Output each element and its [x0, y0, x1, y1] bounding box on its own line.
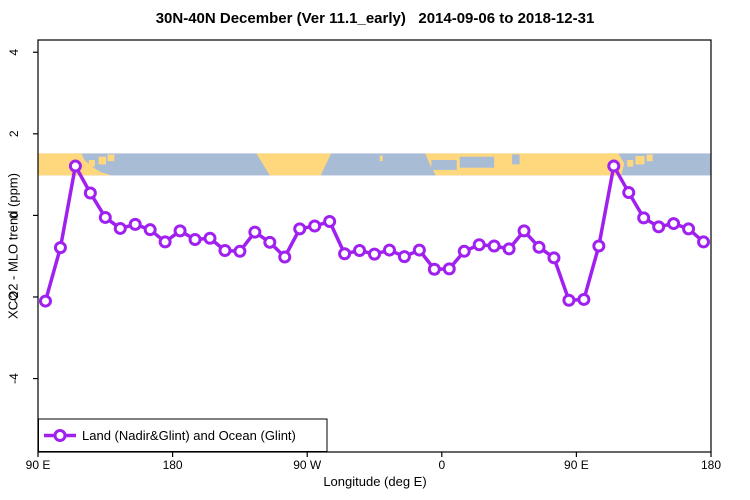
- data-point: [278, 250, 292, 264]
- data-point: [682, 222, 696, 236]
- y-axis-label: XCO2 - MLO trend (ppm): [5, 173, 21, 319]
- data-point: [323, 215, 337, 229]
- data-point: [158, 235, 172, 249]
- data-point: [622, 186, 636, 200]
- x-tick-label: 180: [701, 458, 721, 472]
- data-point: [457, 244, 471, 258]
- data-point: [353, 243, 367, 257]
- data-point: [308, 219, 322, 233]
- map-island: [379, 155, 383, 162]
- legend-label: Land (Nadir&Glint) and Ocean (Glint): [82, 428, 296, 443]
- map-island: [88, 160, 95, 167]
- map-island: [646, 154, 653, 162]
- x-tick-label: 90 E: [26, 458, 51, 472]
- x-tick-label: 180: [163, 458, 183, 472]
- map-island: [98, 156, 107, 165]
- map-lake: [431, 160, 457, 170]
- map-land-north-america: [256, 153, 332, 176]
- data-point: [68, 159, 82, 173]
- map-island: [627, 160, 634, 167]
- data-point: [547, 251, 561, 265]
- data-point: [652, 220, 666, 234]
- data-point: [397, 250, 411, 264]
- data-point: [517, 224, 531, 238]
- data-point: [442, 262, 456, 276]
- data-point: [338, 247, 352, 261]
- data-point: [532, 240, 546, 254]
- data-point: [607, 159, 621, 173]
- data-point: [38, 294, 52, 308]
- data-point: [83, 186, 97, 200]
- data-point: [113, 221, 127, 235]
- data-point: [293, 222, 307, 236]
- map-lake: [512, 154, 520, 165]
- data-point: [472, 238, 486, 252]
- data-point: [173, 224, 187, 238]
- legend-marker: [53, 429, 67, 442]
- data-point: [53, 241, 67, 255]
- y-tick-label: 4: [7, 49, 21, 56]
- plot-border: [37, 39, 712, 453]
- data-point: [697, 235, 711, 249]
- y-tick-label: 2: [7, 130, 21, 137]
- data-point: [248, 225, 262, 239]
- data-point: [218, 243, 232, 257]
- y-tick-label: 0: [7, 212, 21, 219]
- data-point: [382, 243, 396, 257]
- data-point: [233, 244, 247, 258]
- map-island: [107, 154, 115, 162]
- data-point: [487, 239, 501, 253]
- data-line: [43, 164, 706, 303]
- data-point: [368, 247, 381, 261]
- data-point: [427, 262, 441, 276]
- data-point: [263, 235, 277, 249]
- data-point: [562, 293, 576, 307]
- legend-box: [38, 418, 328, 452]
- data-point: [203, 231, 217, 245]
- y-tick-label: -2: [7, 291, 21, 302]
- data-point: [502, 242, 516, 256]
- data-point: [412, 243, 426, 257]
- data-point: [637, 211, 651, 225]
- chart-title: 30N-40N December (Ver 11.1_early) 2014-0…: [155, 10, 595, 27]
- data-point: [667, 217, 681, 231]
- map-lake: [459, 156, 495, 168]
- data-point: [188, 232, 202, 246]
- data-point: [128, 217, 142, 231]
- y-tick-label: -4: [7, 373, 21, 384]
- data-point: [592, 239, 606, 253]
- data-point: [98, 210, 112, 224]
- x-axis-label: Longitude (deg E): [323, 474, 427, 489]
- x-tick-label: 90 E: [564, 458, 589, 472]
- legend: Land (Nadir&Glint) and Ocean (Glint): [38, 418, 328, 452]
- x-tick-label: 0: [438, 458, 445, 472]
- map-island: [635, 156, 645, 165]
- x-tick-label: 90 W: [293, 458, 322, 472]
- data-point: [577, 292, 591, 306]
- data-point: [143, 223, 157, 237]
